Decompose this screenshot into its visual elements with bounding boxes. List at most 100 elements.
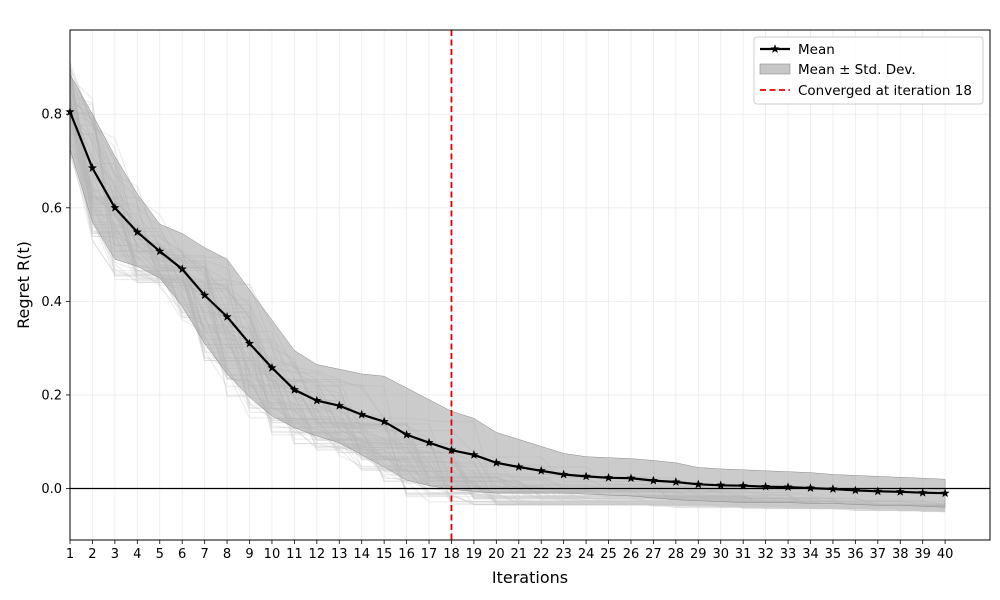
x-tick-label: 27 (645, 547, 662, 562)
mean-point (873, 486, 883, 496)
legend-box (753, 36, 984, 105)
mean-point (536, 465, 546, 475)
x-tick-label: 12 (309, 547, 326, 562)
legend-band-label: Mean ± Std. Dev. (798, 62, 916, 78)
mean-point (828, 484, 838, 493)
mean-point (783, 482, 793, 492)
x-tick-label: 7 (200, 547, 208, 562)
mean-point (581, 471, 591, 481)
mean-point (805, 483, 816, 492)
mean-point (918, 487, 928, 497)
mean-line (68, 111, 946, 495)
x-tick-label: 32 (757, 547, 774, 562)
mean-point (491, 458, 501, 467)
std-dev-band (69, 73, 946, 508)
mean-point (110, 203, 120, 212)
mean-point (289, 385, 299, 394)
x-tick-label: 4 (133, 547, 141, 562)
y-tick-label: 0.8 (41, 108, 62, 123)
mean-point (940, 488, 950, 498)
x-tick-label: 20 (488, 547, 505, 562)
x-tick-label: 11 (286, 547, 303, 562)
x-tick-label: 5 (156, 547, 164, 562)
x-tick-label: 37 (870, 547, 887, 562)
y-tick-label: 0.4 (41, 295, 62, 310)
x-tick-label: 18 (443, 547, 460, 562)
axes (69, 29, 991, 541)
individual-run-line (70, 103, 946, 509)
plot-frame (69, 29, 991, 541)
mean-point (761, 481, 771, 491)
x-tick-label: 14 (353, 547, 370, 562)
mean-point (267, 363, 277, 372)
x-tick-label: 21 (511, 547, 528, 562)
mean-point (559, 469, 569, 479)
mean-point (850, 485, 860, 495)
x-axis-label: Iterations (492, 568, 568, 587)
legend-mean-marker (770, 44, 780, 53)
std-dev-band-group (69, 73, 946, 508)
mean-point (334, 400, 344, 410)
mean-point (357, 409, 367, 419)
mean-point (603, 472, 614, 482)
legend-mean-label: Mean (798, 42, 835, 58)
mean-point (693, 479, 703, 489)
mean-point (402, 429, 412, 439)
x-tick-label: 34 (802, 547, 819, 562)
mean-point (222, 312, 232, 321)
mean-point (132, 227, 142, 237)
x-tick-label: 39 (914, 547, 931, 562)
x-tick-label: 26 (623, 547, 640, 562)
y-tick-label: 0.0 (41, 482, 62, 497)
mean-point (379, 416, 389, 426)
mean-point (312, 395, 322, 405)
x-tick-label: 3 (111, 547, 119, 562)
x-tick-label: 16 (398, 547, 415, 562)
x-tick-label: 22 (533, 547, 550, 562)
x-tick-label: 35 (825, 547, 842, 562)
y-axis-label: Regret R(t) (14, 241, 33, 329)
x-tick-label: 15 (376, 547, 393, 562)
mean-point (424, 437, 434, 447)
x-tick-label: 8 (223, 547, 231, 562)
x-tick-label: 6 (178, 547, 186, 562)
mean-point (446, 445, 457, 455)
legend-band-swatch (759, 63, 791, 75)
x-tick-label: 17 (421, 547, 438, 562)
x-tick-label: 2 (88, 547, 96, 562)
legend: Mean Mean ± Std. Dev. Converged at itera… (753, 36, 984, 105)
mean-point (671, 477, 681, 486)
y-axis-ticks: 0.0 0.2 0.4 0.6 0.8 (41, 108, 70, 497)
mean-point (648, 475, 658, 485)
legend-converged-label: Converged at iteration 18 (798, 83, 972, 99)
x-tick-label: 13 (331, 547, 348, 562)
x-tick-label: 38 (892, 547, 909, 562)
x-tick-label: 19 (466, 547, 483, 562)
mean-point (514, 462, 524, 471)
x-tick-label: 29 (690, 547, 707, 562)
mean-point (716, 480, 726, 490)
x-tick-label: 9 (245, 547, 253, 562)
mean-point (469, 450, 479, 459)
mean-point (626, 473, 636, 483)
x-tick-label: 31 (735, 547, 752, 562)
mean-point (895, 487, 905, 496)
mean-point (200, 290, 210, 300)
mean-point (177, 264, 187, 273)
x-tick-label: 33 (780, 547, 797, 562)
y-tick-label: 0.2 (41, 388, 62, 403)
x-tick-label: 1 (66, 547, 74, 562)
x-tick-label: 30 (712, 547, 729, 562)
mean-point (738, 480, 748, 490)
mean-point (87, 163, 97, 172)
mean-point (155, 246, 165, 256)
x-tick-label: 10 (264, 547, 281, 562)
x-tick-label: 24 (578, 547, 595, 562)
x-tick-label: 28 (668, 547, 685, 562)
x-axis-ticks: 1 2 3 4 5 6 7 8 9 10 11 12 13 14 15 16 17 18 19 20 21 22 23 24 2… (66, 540, 954, 562)
x-tick-label: 25 (600, 547, 617, 562)
x-tick-label: 40 (937, 547, 954, 562)
x-tick-label: 23 (555, 547, 572, 562)
y-tick-label: 0.6 (41, 201, 62, 216)
